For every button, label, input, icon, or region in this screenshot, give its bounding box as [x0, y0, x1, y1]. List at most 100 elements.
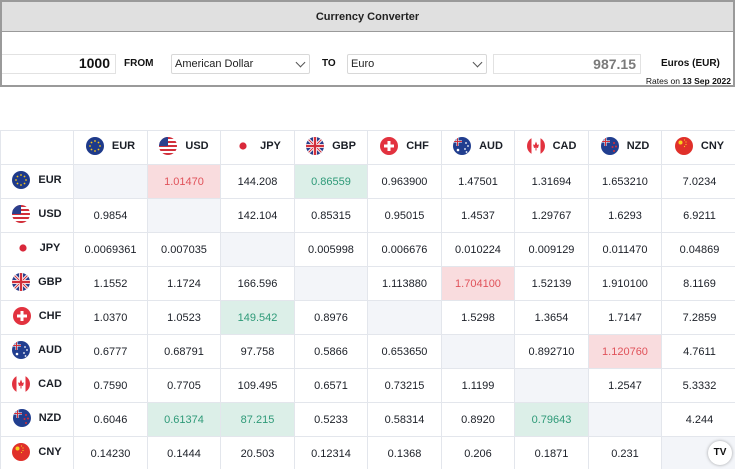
- rate-cell[interactable]: 1.1199: [441, 368, 515, 403]
- column-header-jpy[interactable]: JPY: [220, 130, 295, 165]
- rate-cell[interactable]: 0.79643: [514, 402, 589, 437]
- rate-cell[interactable]: 8.1169: [661, 266, 735, 301]
- from-currency-select[interactable]: American Dollar: [171, 54, 310, 74]
- rate-cell[interactable]: 0.1444: [147, 436, 221, 469]
- rate-cell[interactable]: 144.208: [220, 164, 295, 199]
- rate-cell[interactable]: 0.6046: [73, 402, 148, 437]
- rate-cell[interactable]: 0.007035: [147, 232, 221, 267]
- rate-cell[interactable]: 0.009129: [514, 232, 589, 267]
- rate-cell[interactable]: 0.206: [441, 436, 515, 469]
- rate-cell[interactable]: 7.2859: [661, 300, 735, 335]
- rate-cell[interactable]: 1.31694: [514, 164, 589, 199]
- rate-cell[interactable]: 0.653650: [367, 334, 442, 369]
- rate-cell[interactable]: 0.5233: [294, 402, 368, 437]
- rate-cell[interactable]: [588, 402, 662, 437]
- rate-cell[interactable]: 1.29767: [514, 198, 589, 233]
- rate-cell[interactable]: 87.215: [220, 402, 295, 437]
- rate-cell[interactable]: 0.58314: [367, 402, 442, 437]
- rate-cell[interactable]: 0.7705: [147, 368, 221, 403]
- row-header-cad[interactable]: CAD: [0, 368, 74, 403]
- row-header-chf[interactable]: CHF: [0, 300, 74, 335]
- rate-cell[interactable]: 1.653210: [588, 164, 662, 199]
- rate-cell[interactable]: 0.011470: [588, 232, 662, 267]
- rate-cell[interactable]: 1.4537: [441, 198, 515, 233]
- rate-cell[interactable]: 1.704100: [441, 266, 515, 301]
- rate-cell[interactable]: [147, 198, 221, 233]
- rate-cell[interactable]: 0.963900: [367, 164, 442, 199]
- rate-cell[interactable]: 0.1368: [367, 436, 442, 469]
- rate-cell[interactable]: 1.5298: [441, 300, 515, 335]
- rate-cell[interactable]: 0.7590: [73, 368, 148, 403]
- rate-cell[interactable]: 109.495: [220, 368, 295, 403]
- rate-cell[interactable]: [220, 232, 295, 267]
- amount-input[interactable]: 1000: [2, 54, 116, 74]
- rate-cell[interactable]: 4.244: [661, 402, 735, 437]
- rate-cell[interactable]: 1.1724: [147, 266, 221, 301]
- rate-cell[interactable]: 1.1552: [73, 266, 148, 301]
- rate-cell[interactable]: 1.6293: [588, 198, 662, 233]
- rate-cell[interactable]: 0.1871: [514, 436, 589, 469]
- rate-cell[interactable]: 0.010224: [441, 232, 515, 267]
- rate-cell[interactable]: 0.86559: [294, 164, 368, 199]
- rate-cell[interactable]: 4.7611: [661, 334, 735, 369]
- rate-cell[interactable]: 0.61374: [147, 402, 221, 437]
- column-header-chf[interactable]: CHF: [367, 130, 442, 165]
- rate-cell[interactable]: 0.005998: [294, 232, 368, 267]
- rate-cell[interactable]: 1.01470: [147, 164, 221, 199]
- rate-cell[interactable]: 0.0069361: [73, 232, 148, 267]
- row-header-nzd[interactable]: NZD: [0, 402, 74, 437]
- row-header-eur[interactable]: EUR: [0, 164, 74, 199]
- row-header-cny[interactable]: CNY: [0, 436, 74, 469]
- tradingview-logo-icon[interactable]: TV: [708, 441, 732, 465]
- rate-cell[interactable]: 0.04869: [661, 232, 735, 267]
- rate-cell[interactable]: [367, 300, 442, 335]
- rate-cell[interactable]: 0.68791: [147, 334, 221, 369]
- rate-cell[interactable]: 1.910100: [588, 266, 662, 301]
- rate-cell[interactable]: 1.7147: [588, 300, 662, 335]
- rate-cell[interactable]: 149.542: [220, 300, 295, 335]
- column-header-usd[interactable]: USD: [147, 130, 221, 165]
- rate-cell[interactable]: 0.6571: [294, 368, 368, 403]
- rate-cell[interactable]: 20.503: [220, 436, 295, 469]
- rate-cell[interactable]: 0.14230: [73, 436, 148, 469]
- rate-cell[interactable]: 1.52139: [514, 266, 589, 301]
- rate-cell[interactable]: 0.5866: [294, 334, 368, 369]
- rate-cell[interactable]: 0.95015: [367, 198, 442, 233]
- rate-cell[interactable]: 0.85315: [294, 198, 368, 233]
- rate-cell[interactable]: 0.892710: [514, 334, 589, 369]
- rate-cell[interactable]: 0.231: [588, 436, 662, 469]
- rate-cell[interactable]: 97.758: [220, 334, 295, 369]
- rate-cell[interactable]: 0.6777: [73, 334, 148, 369]
- rate-cell[interactable]: 1.0523: [147, 300, 221, 335]
- rate-cell[interactable]: 1.2547: [588, 368, 662, 403]
- column-header-cny[interactable]: CNY: [661, 130, 735, 165]
- column-header-nzd[interactable]: NZD: [588, 130, 662, 165]
- row-header-jpy[interactable]: JPY: [0, 232, 74, 267]
- rate-cell[interactable]: 142.104: [220, 198, 295, 233]
- rate-cell[interactable]: [441, 334, 515, 369]
- rate-cell[interactable]: 0.9854: [73, 198, 148, 233]
- column-header-aud[interactable]: AUD: [441, 130, 515, 165]
- rate-cell[interactable]: 7.0234: [661, 164, 735, 199]
- to-currency-select[interactable]: Euro: [347, 54, 487, 74]
- rate-cell[interactable]: 0.8920: [441, 402, 515, 437]
- rate-cell[interactable]: 5.3332: [661, 368, 735, 403]
- rate-cell[interactable]: 6.9211: [661, 198, 735, 233]
- rate-cell[interactable]: 0.8976: [294, 300, 368, 335]
- rate-cell[interactable]: 0.006676: [367, 232, 442, 267]
- rate-cell[interactable]: 0.12314: [294, 436, 368, 469]
- rate-cell[interactable]: 0.73215: [367, 368, 442, 403]
- rate-cell[interactable]: [73, 164, 148, 199]
- rate-cell[interactable]: 1.47501: [441, 164, 515, 199]
- rate-cell[interactable]: 1.0370: [73, 300, 148, 335]
- column-header-cad[interactable]: CAD: [514, 130, 589, 165]
- rate-cell[interactable]: 1.120760: [588, 334, 662, 369]
- column-header-eur[interactable]: EUR: [73, 130, 148, 165]
- rate-cell[interactable]: 166.596: [220, 266, 295, 301]
- rate-cell[interactable]: 1.113880: [367, 266, 442, 301]
- rate-cell[interactable]: [294, 266, 368, 301]
- rate-cell[interactable]: 1.3654: [514, 300, 589, 335]
- column-header-gbp[interactable]: GBP: [294, 130, 368, 165]
- row-header-gbp[interactable]: GBP: [0, 266, 74, 301]
- rate-cell[interactable]: [514, 368, 589, 403]
